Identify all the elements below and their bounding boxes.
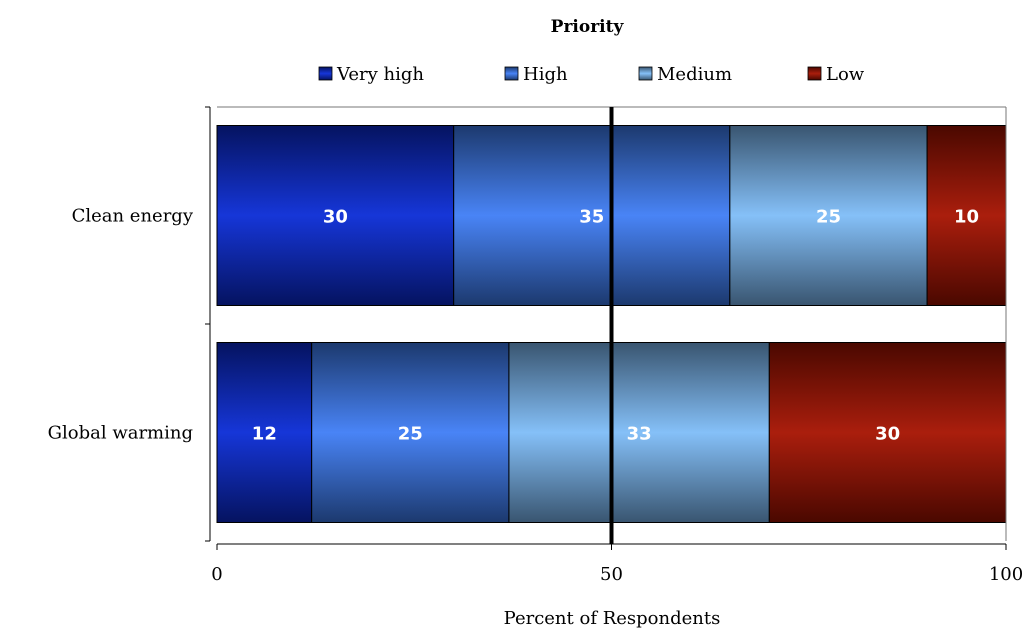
bars: 30 35 25 10 12 25 33 30 (216, 125, 1007, 523)
legend-label: Medium (657, 64, 732, 85)
legend-swatch (318, 66, 333, 81)
legend-swatch (638, 66, 653, 81)
data-label: 12 (252, 424, 277, 445)
data-label: 33 (627, 424, 652, 445)
data-label: 25 (816, 207, 841, 228)
bar-segment (729, 125, 928, 306)
bar-segment (216, 342, 313, 523)
legend: Very high High Medium Low (318, 64, 865, 85)
data-label: 30 (323, 207, 348, 228)
category-labels: Clean energy Global warming (48, 206, 194, 444)
bar-segment (926, 125, 1007, 306)
legend-item: Medium (638, 64, 732, 85)
bar-segment (216, 125, 455, 306)
category-label: Clean energy (72, 206, 194, 227)
x-tick-label: 0 (211, 564, 222, 585)
data-label: 35 (579, 207, 604, 228)
data-label: 10 (954, 207, 979, 228)
x-tick-label: 100 (989, 564, 1023, 585)
bar-segment (768, 342, 1007, 523)
legend-swatch (807, 66, 822, 81)
legend-item: Very high (318, 64, 424, 85)
chart-title: Priority (551, 17, 625, 37)
legend-label: High (523, 64, 568, 85)
legend-label: Low (826, 64, 865, 85)
bar-segment (311, 342, 510, 523)
legend-label: Very high (336, 64, 424, 85)
legend-swatch (504, 66, 519, 81)
x-axis-title: Percent of Respondents (504, 608, 721, 629)
x-tick-label: 50 (600, 564, 623, 585)
data-label: 30 (875, 424, 900, 445)
bar-segment (453, 125, 731, 306)
category-label: Global warming (48, 423, 193, 444)
axes: 0 50 100 (205, 106, 1023, 585)
legend-item: Low (807, 64, 865, 85)
data-label: 25 (398, 424, 423, 445)
legend-item: High (504, 64, 568, 85)
bar-segment (508, 342, 770, 523)
